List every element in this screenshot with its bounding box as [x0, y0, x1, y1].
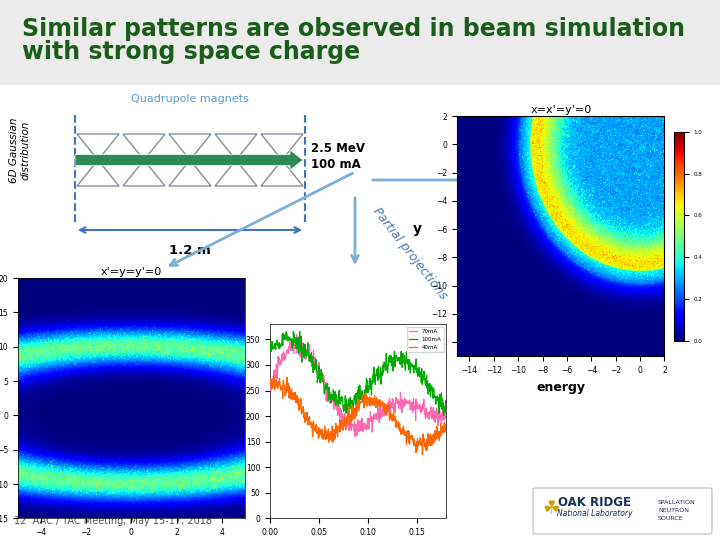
Legend: 70mA, 100mA, 40mA: 70mA, 100mA, 40mA: [407, 327, 444, 352]
Text: OAK RIDGE: OAK RIDGE: [558, 496, 631, 509]
Bar: [0, 85, 720, 540]
Text: 2.5 MeV: 2.5 MeV: [311, 141, 365, 154]
Text: Quadrupole magnets: Quadrupole magnets: [131, 94, 249, 104]
Bar: [0, 0, 720, 85]
Text: 1.2 m: 1.2 m: [169, 244, 211, 257]
Text: SOURCE: SOURCE: [658, 516, 683, 521]
Text: Partial projections: Partial projections: [370, 205, 450, 302]
Text: National Laboratory: National Laboratory: [557, 510, 632, 518]
Text: NEUTRON: NEUTRON: [658, 508, 689, 512]
Text: 12  AAC / TAC Meeting, May 15-17, 2018: 12 AAC / TAC Meeting, May 15-17, 2018: [14, 516, 212, 526]
Text: ☘: ☘: [543, 498, 560, 517]
X-axis label: energy: energy: [536, 381, 585, 394]
Y-axis label: y: y: [413, 222, 422, 237]
FancyBboxPatch shape: [533, 488, 712, 534]
Text: 100 mA: 100 mA: [311, 159, 361, 172]
Title: x'=y=y'=0: x'=y=y'=0: [101, 267, 162, 278]
Text: with strong space charge: with strong space charge: [22, 40, 360, 64]
FancyArrow shape: [75, 150, 303, 170]
Text: Similar patterns are observed in beam simulation: Similar patterns are observed in beam si…: [22, 17, 685, 41]
Text: 6D Gaussian
distribution: 6D Gaussian distribution: [9, 117, 31, 183]
Title: x=x'=y'=0: x=x'=y'=0: [530, 105, 591, 116]
Text: SPALLATION: SPALLATION: [658, 500, 696, 504]
